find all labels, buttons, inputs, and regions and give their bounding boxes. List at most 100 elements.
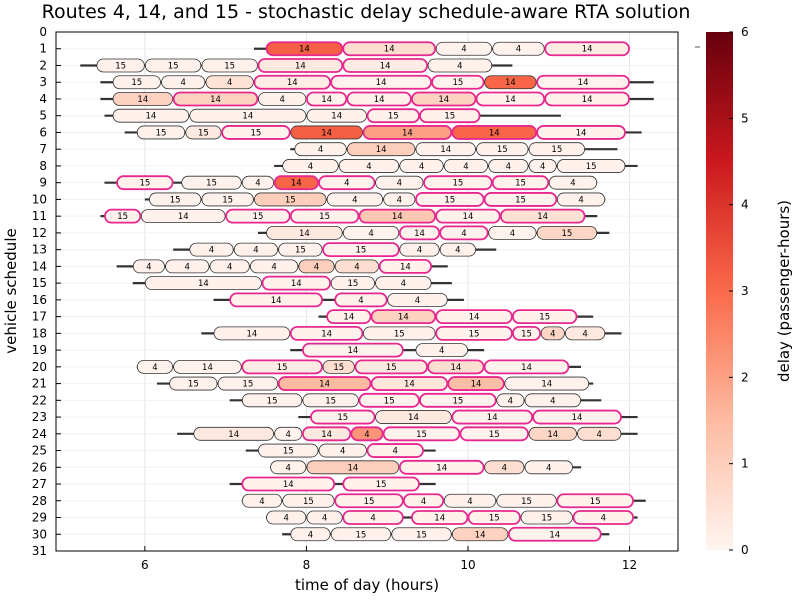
trip-route-label: 15 <box>242 380 253 390</box>
trip-route-label: 4 <box>227 262 232 272</box>
trip-bar <box>185 125 222 140</box>
y-tick-label: 31 <box>32 544 47 558</box>
y-tick-label: 25 <box>32 444 47 458</box>
schedule-row: 15 15 15 4 4 15 15 4 <box>144 192 606 207</box>
trip-route-label: 4 <box>340 447 345 457</box>
trip-bar <box>289 208 360 224</box>
trip-bar <box>350 426 384 442</box>
trip-route-label: 4 <box>370 514 375 524</box>
trip-bar <box>415 343 468 357</box>
schedule-row: 15 15 14 14 14 14 <box>156 376 594 391</box>
trip-bar <box>556 493 634 509</box>
trip-route-label: 4 <box>368 229 373 239</box>
y-tick-label: 21 <box>32 377 47 391</box>
trip-route-label: 14 <box>291 179 302 189</box>
trip-bar <box>205 75 254 90</box>
trip-bar <box>366 443 424 458</box>
colorbar-tick-label: 4 <box>741 198 749 212</box>
trip-route-label: 15 <box>384 396 395 406</box>
trip-bar <box>229 292 323 308</box>
trip-route-label: 4 <box>601 514 606 524</box>
trip-bar <box>172 91 259 107</box>
trip-route-label: 4 <box>209 246 214 256</box>
trip-route-label: 4 <box>570 179 575 189</box>
trip-bar <box>484 75 537 90</box>
trip-bar <box>193 426 275 441</box>
trip-route-label: 4 <box>366 162 371 172</box>
trip-bar <box>398 225 441 241</box>
trip-route-label: 15 <box>251 128 262 138</box>
trip-bar <box>411 91 477 107</box>
trip-route-label: 15 <box>452 396 463 406</box>
trip-route-label: 14 <box>414 229 425 239</box>
schedule-row: 14 15 <box>229 476 436 492</box>
trip-bar <box>241 493 283 508</box>
trip-route-label: 15 <box>489 514 500 524</box>
trip-route-label: 15 <box>222 195 233 205</box>
trip-bar <box>504 376 590 391</box>
trip-bar <box>375 410 452 424</box>
schedule-row: 15 15 15 15 4 4 <box>229 392 602 408</box>
trip-bar <box>431 74 485 90</box>
trip-bar <box>536 74 630 90</box>
trip-route-label: 4 <box>467 497 472 507</box>
trip-bar <box>116 175 174 191</box>
trip-route-label: 4 <box>354 262 359 272</box>
trip-route-label: 4 <box>516 45 521 55</box>
trip-bar <box>370 309 437 325</box>
trip-route-label: 14 <box>392 212 403 222</box>
trip-bar <box>334 259 380 274</box>
trip-bar <box>261 275 332 291</box>
y-tick-label: 19 <box>32 343 47 357</box>
y-axis-label: vehicle schedule <box>2 228 20 353</box>
trip-bar <box>387 292 448 307</box>
trip-route-label: 15 <box>277 363 288 373</box>
trip-route-label: 14 <box>576 128 587 138</box>
trip-route-label: 15 <box>333 363 344 373</box>
y-tick-label: 23 <box>32 410 47 424</box>
trip-route-label: 4 <box>461 45 466 55</box>
trip-bar <box>266 226 343 240</box>
trip-bar <box>491 175 550 191</box>
trip-bar <box>278 242 323 257</box>
trip-bar <box>524 393 581 408</box>
trip-bar <box>112 92 174 106</box>
trip-route-label: 14 <box>295 61 306 71</box>
trip-bar <box>439 242 476 257</box>
colorbar-label: delay (passenger-hours) <box>775 200 793 382</box>
trip-route-label: 15 <box>170 195 181 205</box>
trip-bar <box>342 510 404 525</box>
trip-bar <box>451 125 538 140</box>
trip-route-label: 4 <box>227 78 232 88</box>
trip-bar <box>528 426 577 441</box>
trip-bar <box>443 159 489 173</box>
trip-bar <box>451 527 509 542</box>
trip-bar <box>447 376 505 391</box>
trip-bar <box>249 259 299 274</box>
trip-route-label: 14 <box>463 212 474 222</box>
trip-route-label: 15 <box>539 313 550 323</box>
y-tick-label: 17 <box>32 310 47 324</box>
trip-bar <box>496 393 525 408</box>
trip-bar <box>310 409 376 425</box>
trip-bar <box>189 242 234 257</box>
trip-bar <box>363 326 436 341</box>
trip-bar <box>402 493 445 509</box>
schedule-row: 14 14 15 4 <box>132 275 452 291</box>
trip-route-label: 4 <box>308 530 313 540</box>
trip-route-label: 15 <box>388 112 399 122</box>
trip-route-label: 4 <box>322 514 327 524</box>
schedule-row: 4 14 14 15 15 <box>290 142 618 157</box>
trip-route-label: 15 <box>416 430 427 440</box>
trip-route-label: 14 <box>404 380 415 390</box>
trip-bar <box>476 142 529 157</box>
trip-route-label: 15 <box>206 179 217 189</box>
trip-route-label: 14 <box>537 212 548 222</box>
chart-title: Routes 4, 14, and 15 - stochastic delay … <box>42 1 691 23</box>
trip-route-label: 4 <box>259 497 264 507</box>
trip-bar <box>483 192 558 207</box>
x-tick-label: 12 <box>622 558 637 572</box>
trip-bar <box>391 527 452 542</box>
trip-bar <box>415 192 485 207</box>
